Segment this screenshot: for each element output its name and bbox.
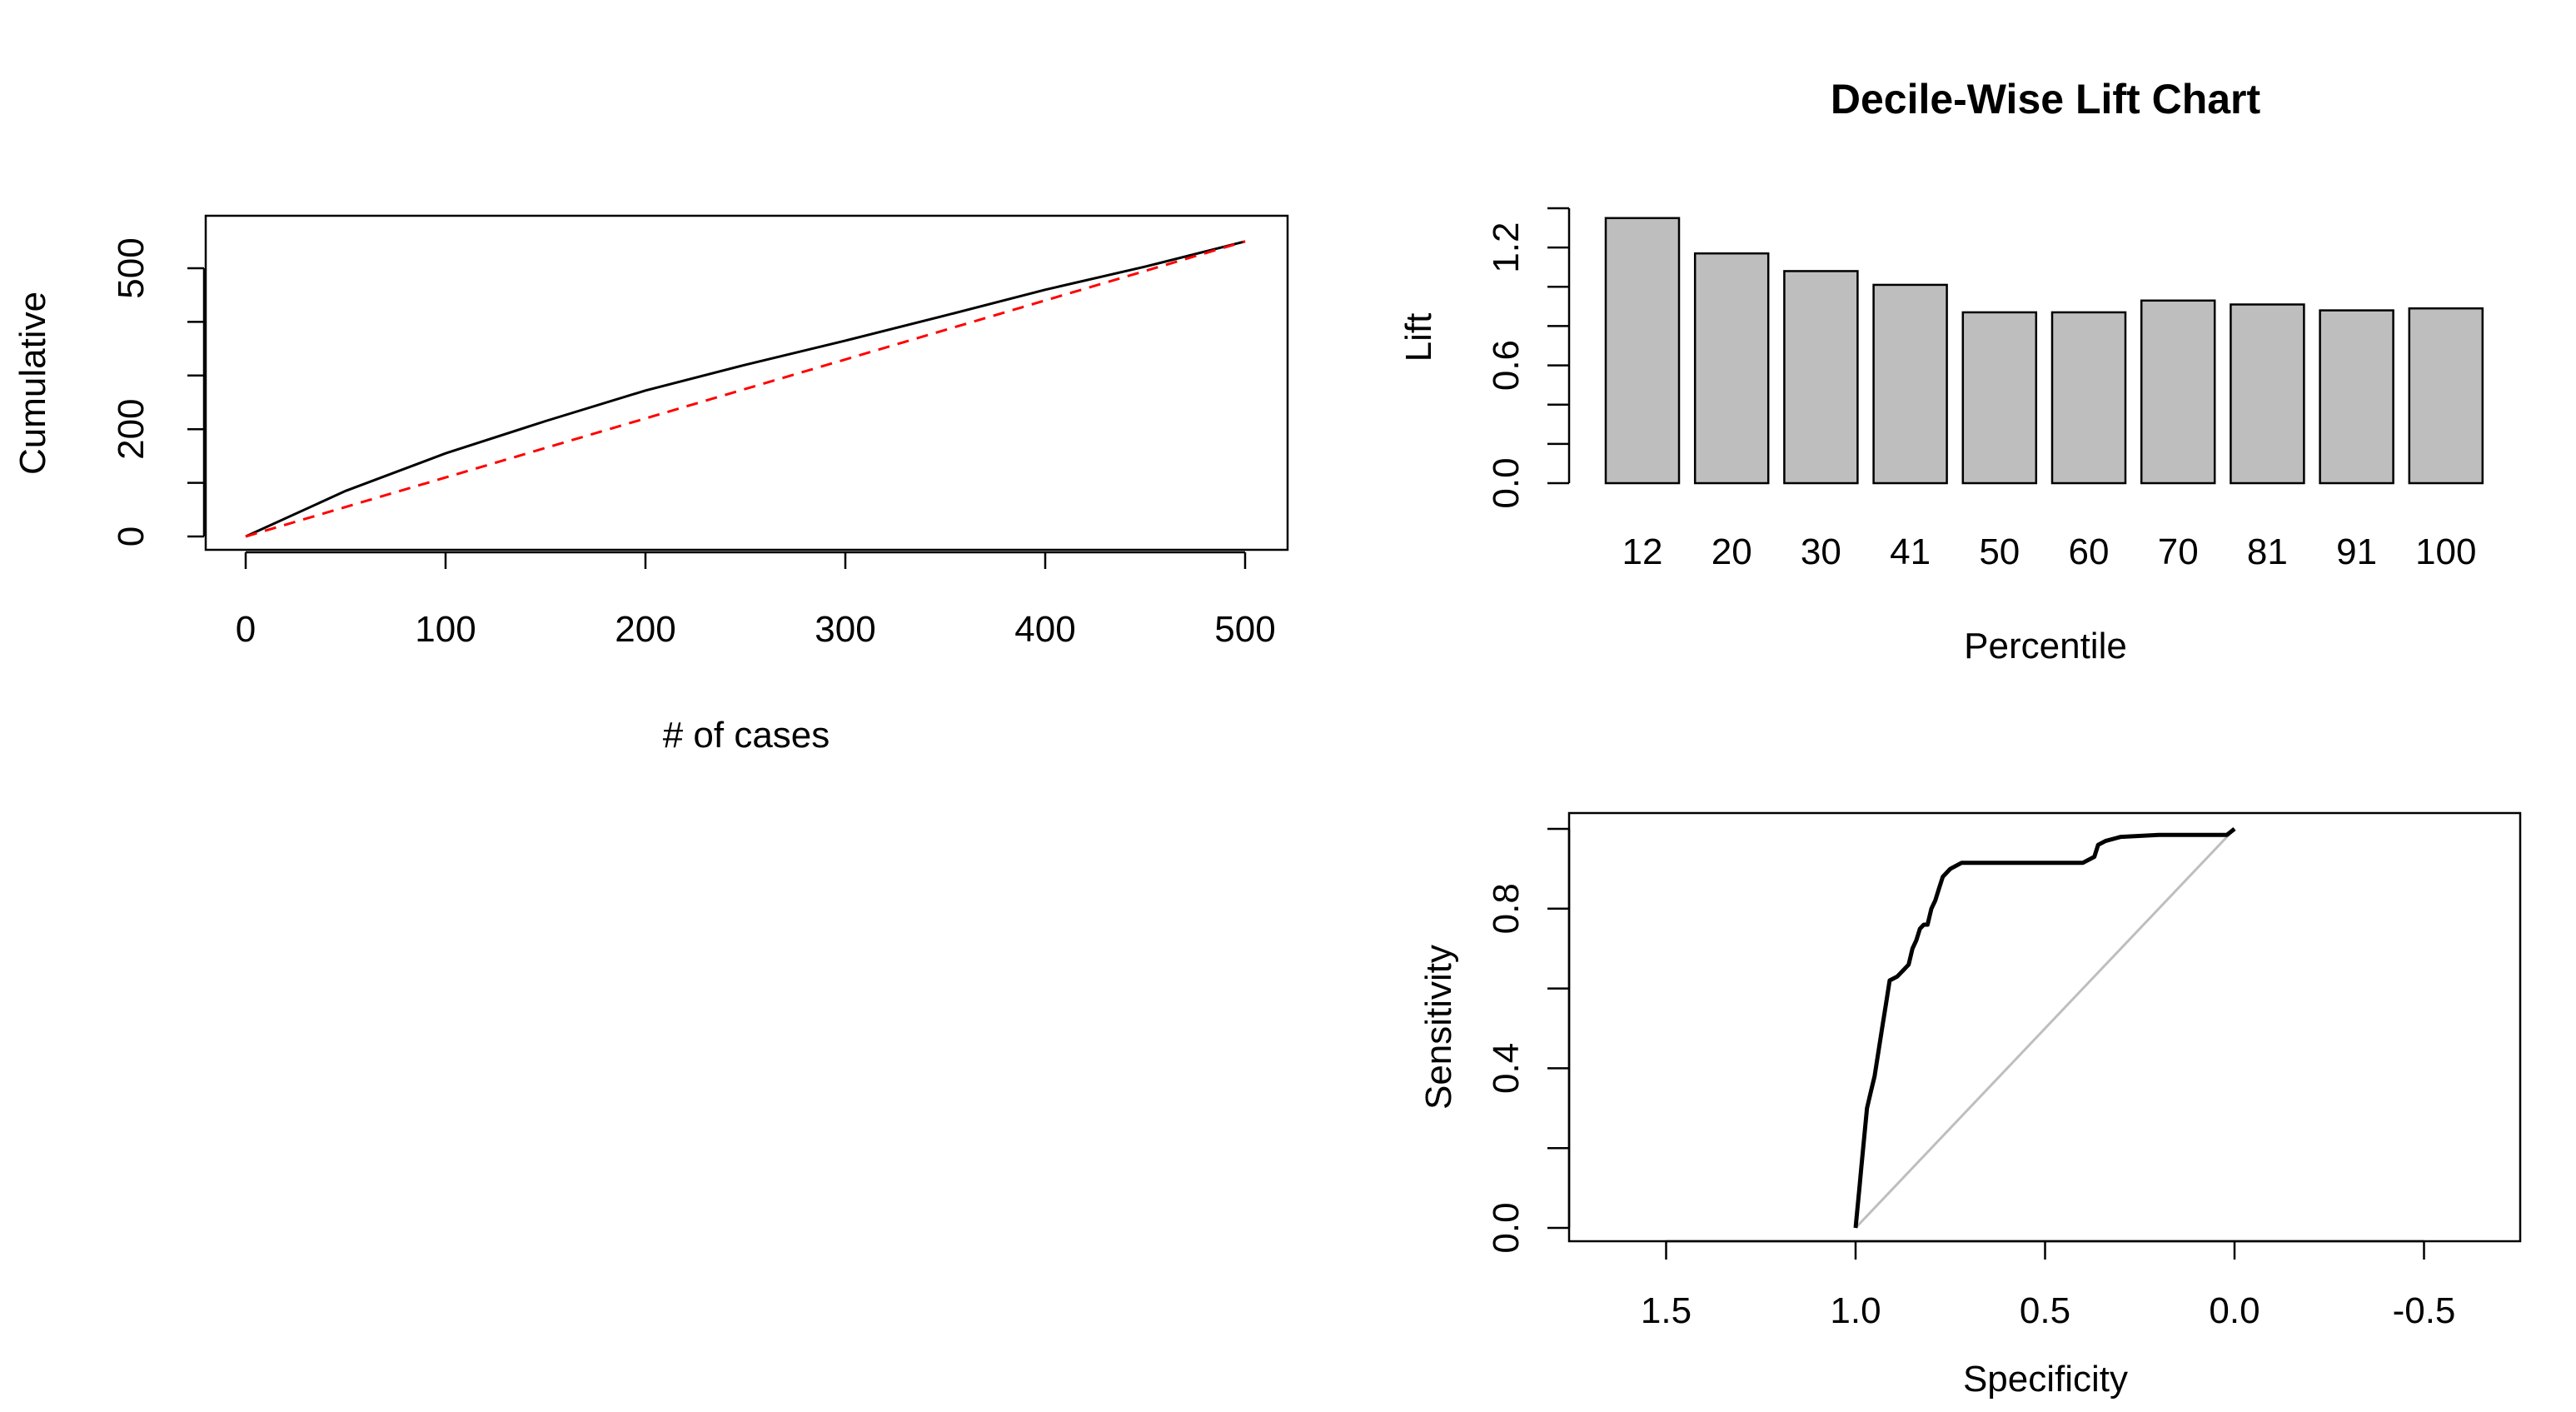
x-tick-label: 30: [1801, 531, 1841, 572]
y-axis: 0.0 0.6 1.2: [1486, 207, 1571, 509]
x-tick-label: 100: [415, 609, 476, 650]
x-tick-label: -0.5: [2393, 1290, 2456, 1331]
y-tick-label: 0.0: [1486, 457, 1527, 508]
x-tick-label: 41: [1890, 531, 1931, 572]
decile-lift-chart: Decile-Wise Lift Chart 12 20 30 41 50 60 70 81 9…: [1398, 76, 2484, 666]
bar: [2230, 303, 2305, 485]
y-axis: 0 200 500: [111, 237, 206, 546]
bar: [2408, 307, 2484, 485]
x-tick-label: 81: [2247, 531, 2288, 572]
plot-frame: [204, 214, 1289, 551]
x-axis: 1.5 1.0 0.5 0.0 -0.5: [1641, 1240, 2456, 1331]
y-tick-label: 0.0: [1486, 1202, 1527, 1253]
bar: [1961, 311, 2038, 485]
x-tick-label: 12: [1622, 531, 1663, 572]
bars-group: [1604, 217, 2484, 485]
x-tick-label: 100: [2415, 531, 2476, 572]
x-tick-label: 0.0: [2209, 1290, 2260, 1331]
bar: [1872, 283, 1948, 485]
x-tick-label: 1.0: [1830, 1290, 1881, 1331]
y-axis-title: Lift: [1398, 313, 1439, 362]
bar: [1693, 252, 1770, 485]
x-tick-label: 0: [236, 609, 256, 650]
x-tick-label: 20: [1712, 531, 1752, 572]
y-tick-label: 0.4: [1486, 1043, 1527, 1094]
x-tick-label: 70: [2158, 531, 2199, 572]
x-tick-label: 400: [1014, 609, 1075, 650]
x-axis-title: Specificity: [1963, 1359, 2128, 1400]
x-tick-label: 300: [815, 609, 875, 650]
x-axis: 0 100 200 300 400 500: [236, 551, 1276, 650]
chart-title: Decile-Wise Lift Chart: [1831, 76, 2261, 122]
roc-curve-line: [1853, 827, 2236, 1229]
y-tick-label: 500: [111, 237, 152, 298]
bar: [1604, 217, 1681, 485]
cumulative-gains-chart: 0 100 200 300 400 500 0 200 500 # of cases Cumu…: [12, 214, 1289, 756]
x-tick-label: 91: [2336, 531, 2377, 572]
y-axis: 0.0 0.4 0.8: [1486, 827, 1571, 1254]
x-axis: 12 20 30 41 50 60 70 81 91 100: [1622, 531, 2477, 572]
y-tick-label: 0: [111, 526, 152, 546]
x-axis-title: Percentile: [1964, 626, 2127, 666]
y-tick-label: 200: [111, 398, 152, 459]
bar: [2140, 299, 2216, 485]
x-tick-label: 60: [2069, 531, 2110, 572]
x-tick-label: 1.5: [1641, 1290, 1692, 1331]
y-tick-label: 0.8: [1486, 883, 1527, 934]
reference-diagonal-line: [1854, 827, 2236, 1230]
y-tick-label: 0.6: [1486, 340, 1527, 391]
x-axis-title: # of cases: [663, 715, 830, 756]
series-group: [1853, 827, 2236, 1230]
y-axis-title: Sensitivity: [1418, 945, 1459, 1110]
series-group: [245, 240, 1246, 538]
x-tick-label: 200: [615, 609, 675, 650]
bar: [2319, 309, 2394, 485]
baseline-series-line: [245, 240, 1246, 538]
model-series-line: [245, 240, 1246, 538]
x-tick-label: 50: [1979, 531, 2020, 572]
roc-chart: 1.5 1.0 0.5 0.0 -0.5 0.0 0.4 0.8 Specificity S…: [1418, 811, 2522, 1400]
y-axis-title: Cumulative: [12, 292, 53, 475]
x-tick-label: 500: [1214, 609, 1275, 650]
bar: [1783, 270, 1859, 485]
y-tick-label: 1.2: [1486, 222, 1527, 273]
bar: [2050, 311, 2127, 485]
x-tick-label: 0.5: [2020, 1290, 2070, 1331]
